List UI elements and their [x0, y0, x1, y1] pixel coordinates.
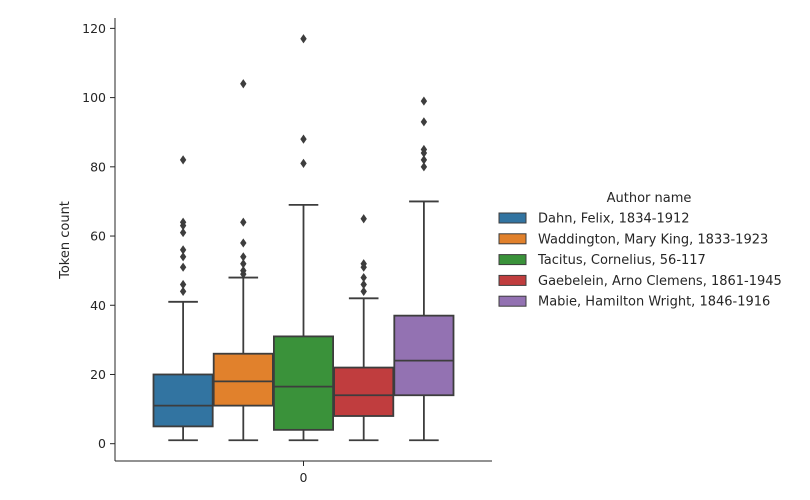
y-tick-label: 60 — [90, 229, 106, 244]
y-axis: 0 20 40 60 80 100 120 — [82, 18, 116, 461]
outlier-point — [179, 252, 187, 262]
outlier-point — [360, 279, 367, 290]
box — [393, 314, 455, 397]
legend-label: Gaebelein, Arno Clemens, 1861-1945 — [538, 274, 782, 289]
y-tick-label: 80 — [90, 159, 106, 174]
y-tick-label: 40 — [90, 298, 106, 313]
y-axis-label: Token count — [58, 201, 73, 280]
legend-swatch — [498, 274, 527, 286]
outlier-point — [360, 286, 367, 297]
legend-label: Mabie, Hamilton Wright, 1846-1916 — [538, 295, 770, 310]
box — [212, 352, 274, 407]
box — [333, 366, 395, 417]
outlier-point — [240, 217, 247, 227]
outlier-point — [420, 117, 428, 127]
y-tick-label: 0 — [98, 436, 106, 451]
outlier-point — [360, 259, 367, 269]
boxes-layer — [152, 34, 455, 442]
legend-swatch — [498, 254, 527, 266]
outlier-point — [240, 259, 247, 269]
y-tick-label: 20 — [90, 367, 106, 382]
outlier-point — [360, 272, 367, 283]
legend-title: Author name — [607, 191, 692, 206]
box-group — [152, 155, 214, 442]
outlier-point — [179, 245, 187, 255]
legend-label: Dahn, Felix, 1834-1912 — [538, 212, 690, 227]
outlier-point — [179, 279, 187, 290]
outlier-point — [240, 266, 247, 276]
outlier-point — [179, 262, 187, 272]
legend-swatch — [498, 295, 527, 307]
legend: Author name Dahn, Felix, 1834-1912 Waddin… — [498, 191, 782, 310]
box-group — [333, 214, 395, 442]
outlier-point — [360, 214, 367, 224]
outlier-point — [420, 96, 428, 106]
box-group — [212, 79, 274, 442]
outlier-point — [300, 34, 307, 44]
legend-label: Tacitus, Cornelius, 56-117 — [537, 253, 706, 268]
legend-label: Waddington, Mary King, 1833-1923 — [538, 232, 768, 247]
outlier-point — [240, 252, 247, 262]
outlier-point — [300, 158, 307, 168]
outlier-point — [420, 155, 428, 165]
y-tick-label: 100 — [82, 90, 106, 105]
outlier-point — [420, 162, 428, 172]
box-group — [393, 96, 455, 442]
outlier-point — [179, 155, 187, 165]
outlier-point — [300, 134, 307, 144]
y-tick-label: 120 — [82, 21, 106, 36]
outlier-point — [179, 286, 187, 297]
legend-swatch — [498, 212, 527, 224]
outlier-point — [240, 79, 247, 89]
box — [272, 335, 334, 431]
outlier-point — [420, 144, 428, 155]
legend-swatch — [498, 233, 527, 245]
outlier-point — [240, 238, 247, 248]
box — [152, 373, 214, 428]
outlier-point — [179, 217, 187, 227]
x-axis: 0 — [115, 460, 492, 485]
box-group — [272, 34, 334, 442]
x-tick-label: 0 — [300, 470, 308, 485]
outlier-point — [179, 227, 187, 238]
